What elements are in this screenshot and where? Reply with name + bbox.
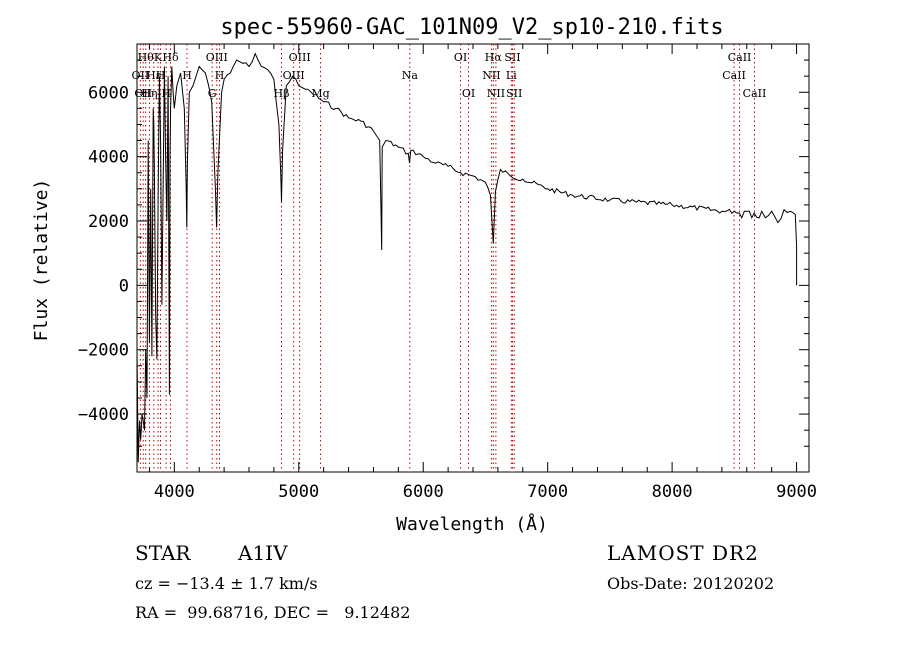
line-marker-label: OI: [454, 51, 467, 64]
line-marker-label: H: [215, 69, 225, 82]
plot-frame: [136, 43, 810, 473]
x-tick-label: 7000: [527, 482, 568, 502]
line-marker-label: SII: [504, 51, 520, 64]
x-tick-label: 8000: [652, 482, 693, 502]
line-marker-label: OIII: [283, 69, 305, 82]
y-tick-label: 0: [119, 276, 129, 296]
line-marker-label: Li: [506, 69, 517, 82]
line-marker-label: NII: [487, 87, 505, 100]
coordinates: RA = 99.68716, DEC = 9.12482: [135, 603, 411, 622]
line-marker-label: K: [154, 51, 163, 64]
line-marker-label: Hδ: [162, 51, 179, 64]
line-marker-label: NII: [482, 69, 500, 82]
x-tick-label: 4000: [154, 482, 195, 502]
line-marker-label: OI: [462, 87, 475, 100]
x-axis-label: Wavelength (Å): [396, 513, 548, 535]
line-marker-label: CaII: [722, 69, 746, 82]
x-tick-label: 5000: [278, 482, 319, 502]
line-marker-label: Na: [402, 69, 419, 82]
line-marker-label: OII: [132, 69, 150, 82]
line-marker-label: OIII: [206, 51, 228, 64]
spectrum-line: [136, 52, 798, 463]
line-marker-label: OIII: [289, 51, 311, 64]
line-marker-label: Hα: [485, 51, 503, 64]
y-axis-label: Flux (relative): [31, 179, 52, 342]
line-marker-label: CaII: [743, 87, 767, 100]
line-marker-label: Hη: [141, 87, 157, 100]
y-tick-label: 4000: [88, 148, 129, 168]
observation-date: Obs-Date: 20120202: [607, 574, 775, 593]
line-marker-label: H: [161, 87, 171, 100]
y-tick-label: −4000: [78, 405, 129, 425]
object-subclass: A1IV: [238, 541, 288, 565]
y-tick-label: −2000: [78, 341, 129, 361]
line-marker-label: Hθ: [138, 51, 155, 64]
y-tick-label: 2000: [88, 212, 129, 232]
plot-area: OIIOIIHθHηHεKHHHδHGOIIIHHβOIIIOIIIMgNaOI…: [78, 43, 817, 502]
y-tick-label: 6000: [88, 83, 129, 103]
line-marker-label: H: [156, 69, 166, 82]
line-marker-label: OII: [134, 87, 152, 100]
line-marker-label: CaII: [728, 51, 752, 64]
chart-title: spec-55960-GAC_101N09_V2_sp10-210.fits: [220, 15, 723, 40]
x-tick-label: 9000: [776, 482, 817, 502]
line-marker-label: Mg: [311, 87, 329, 100]
line-marker-label: SII: [506, 87, 522, 100]
survey-name: LAMOST DR2: [607, 541, 759, 565]
line-marker-label: G: [208, 87, 217, 100]
object-class: STAR: [135, 541, 191, 565]
line-marker-label: H: [182, 69, 192, 82]
x-tick-label: 6000: [403, 482, 444, 502]
redshift-velocity: cz = −13.4 ± 1.7 km/s: [135, 574, 318, 593]
